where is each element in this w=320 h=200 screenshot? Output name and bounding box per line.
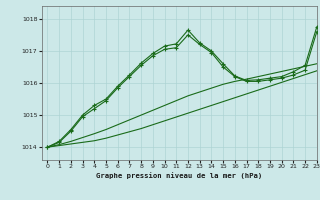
X-axis label: Graphe pression niveau de la mer (hPa): Graphe pression niveau de la mer (hPa) — [96, 172, 262, 179]
